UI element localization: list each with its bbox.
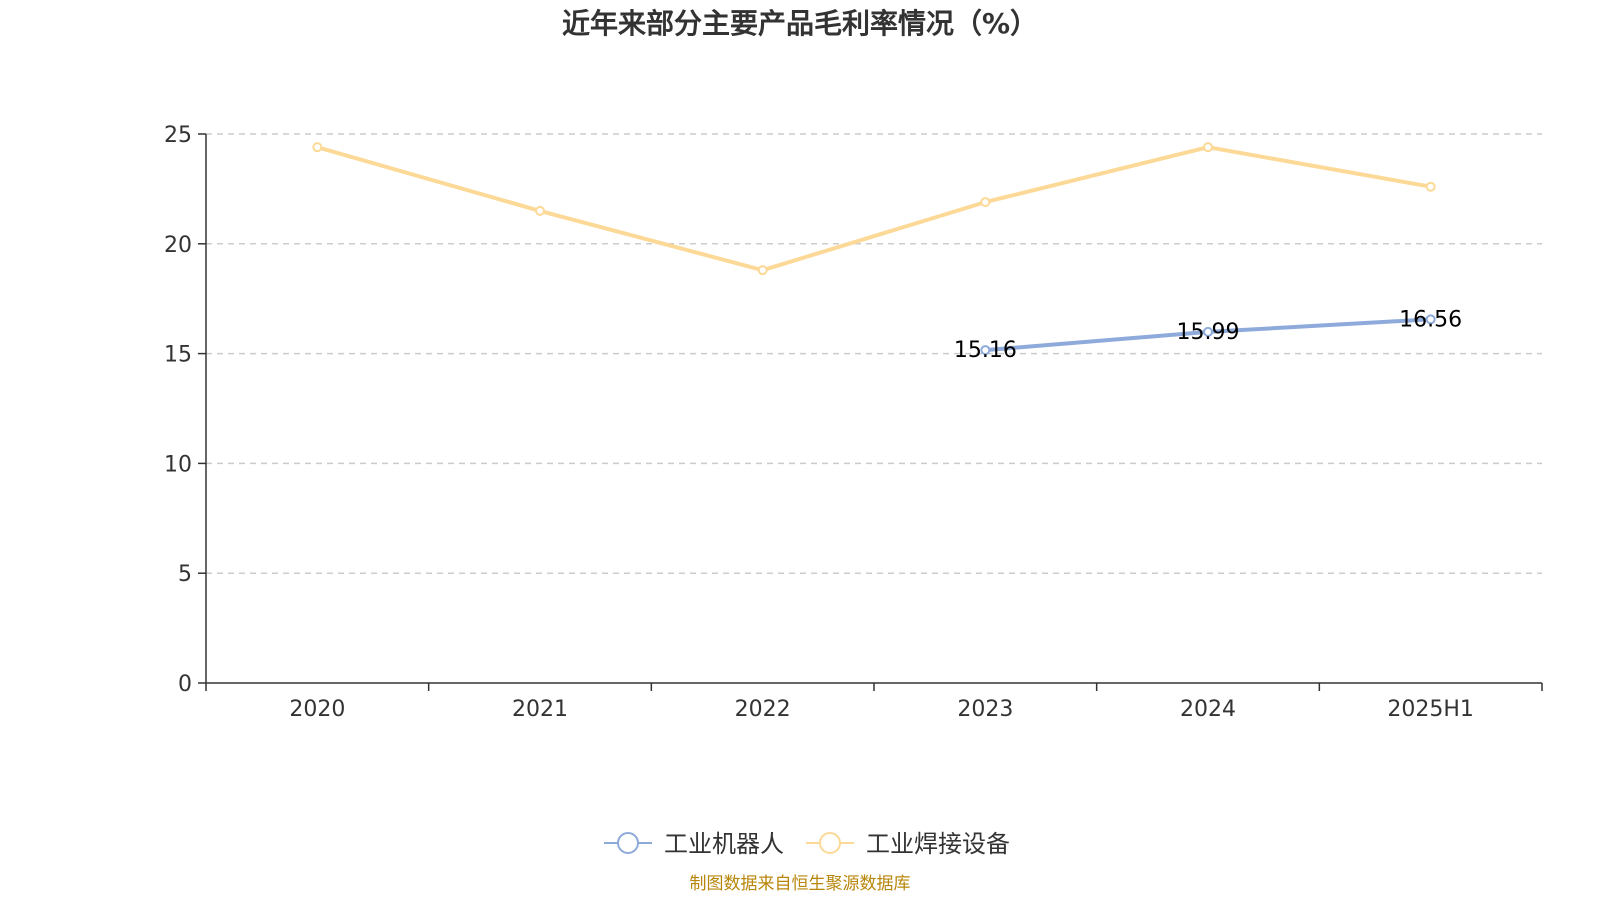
x-tick-label: 2021 — [512, 697, 568, 722]
data-label: 15.99 — [1177, 320, 1240, 345]
y-tick-label: 5 — [178, 562, 192, 587]
series-layer — [312, 142, 1436, 356]
legend-label: 工业机器人 — [664, 830, 784, 858]
legend[interactable]: 工业机器人 工业焊接设备 — [604, 830, 1010, 858]
legend-item-0[interactable]: 工业机器人 — [604, 830, 784, 858]
data-point[interactable] — [1425, 181, 1436, 192]
legend-marker — [617, 832, 639, 854]
y-tick-label: 0 — [178, 672, 192, 697]
y-tick-label: 20 — [164, 233, 192, 258]
legend-marker — [819, 832, 841, 854]
data-point[interactable] — [757, 265, 768, 276]
data-point[interactable] — [312, 142, 323, 153]
data-point[interactable] — [1425, 314, 1436, 325]
y-tick-label: 10 — [164, 452, 192, 477]
legend-item-1[interactable]: 工业焊接设备 — [806, 830, 1010, 858]
data-point[interactable] — [1203, 142, 1213, 153]
data-point[interactable] — [535, 205, 545, 216]
y-tick-label: 25 — [164, 123, 192, 148]
source-note: 制图数据来自恒生聚源数据库 — [690, 874, 911, 894]
chart-title: 近年来部分主要产品毛利率情况（%） — [562, 7, 1038, 40]
data-label: 16.56 — [1399, 307, 1462, 332]
data-point[interactable] — [980, 345, 991, 356]
x-tick-label: 2024 — [1180, 697, 1236, 722]
data-labels: 15.16 15.99 16.56 — [954, 307, 1462, 363]
legend-label: 工业焊接设备 — [866, 830, 1010, 858]
axes: 0 5 10 15 20 25 2020 2021 2022 2023 2024 2025H1 — [164, 123, 1543, 722]
series-line-1 — [316, 145, 1432, 273]
x-tick-label: 2023 — [957, 697, 1013, 722]
x-tick-label: 2022 — [735, 697, 791, 722]
y-tick-label: 15 — [164, 343, 192, 368]
x-tick-label: 2025H1 — [1387, 697, 1474, 722]
grid-lines — [206, 133, 1542, 574]
data-point[interactable] — [980, 197, 991, 208]
x-tick-label: 2020 — [289, 697, 345, 722]
data-label: 15.16 — [954, 338, 1017, 363]
data-point[interactable] — [1203, 326, 1213, 337]
